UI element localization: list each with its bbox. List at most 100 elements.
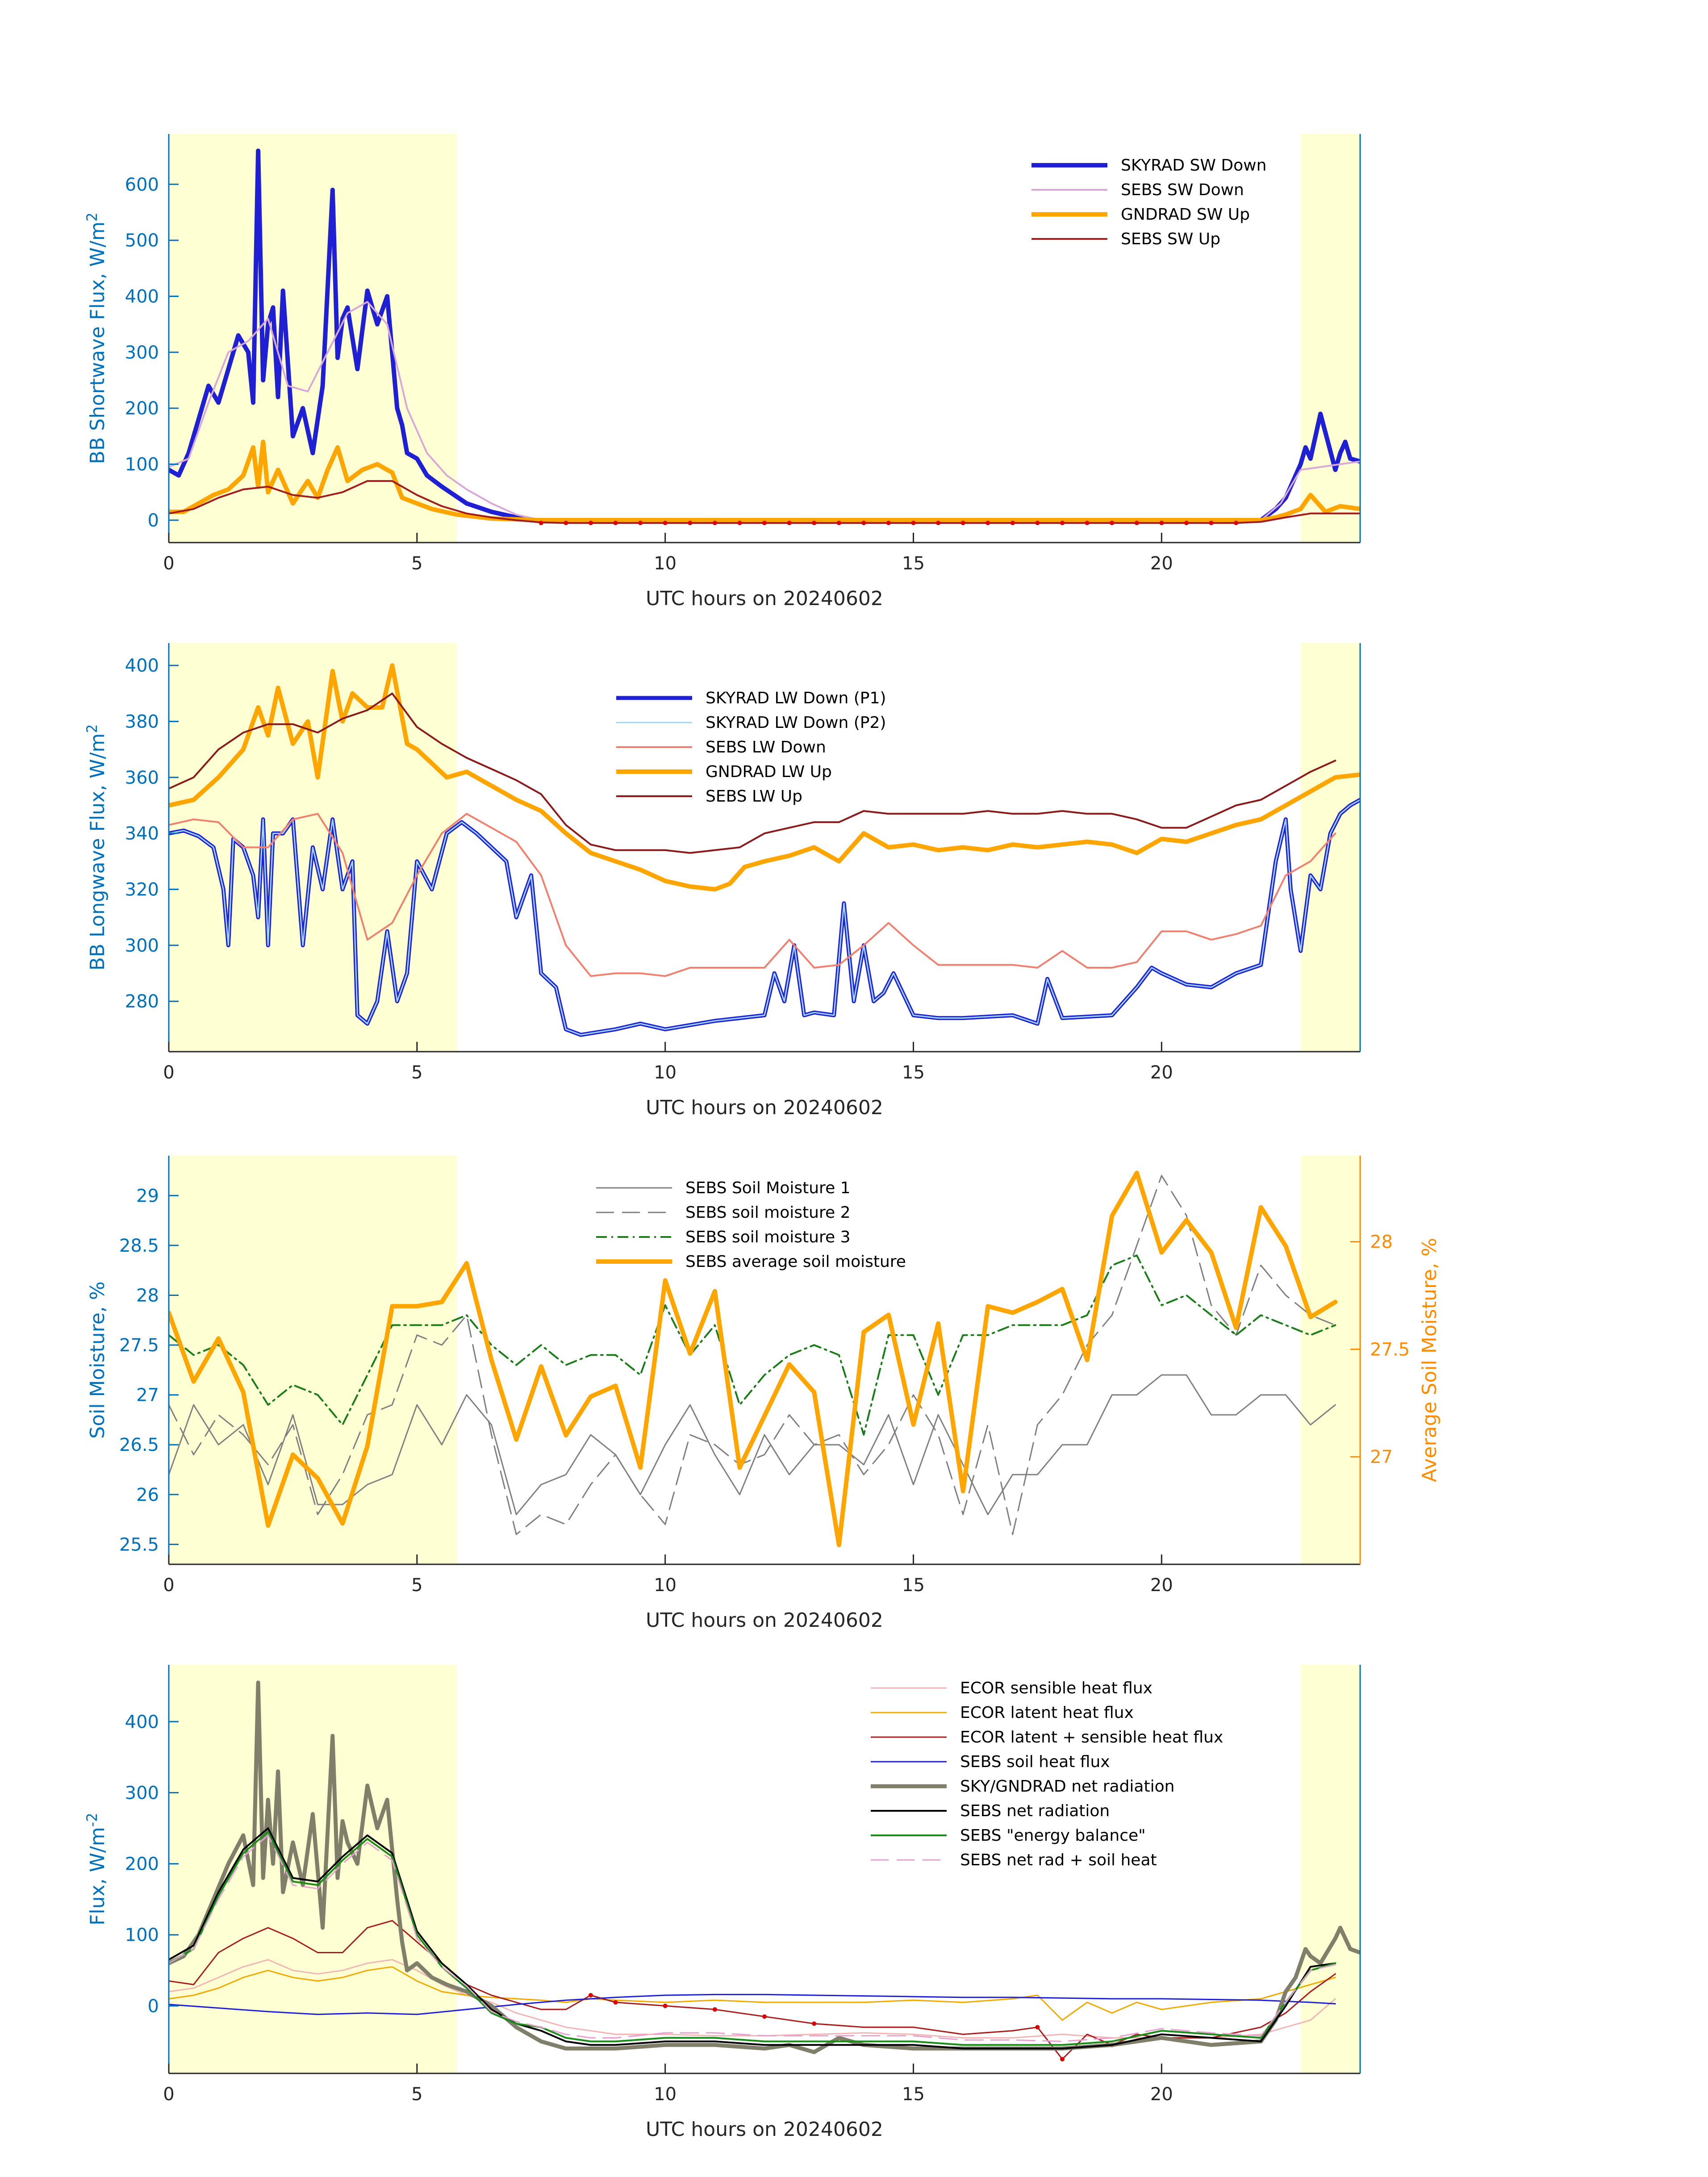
y-tick-label: 0: [148, 510, 159, 531]
x-axis-label: UTC hours on 20240602: [646, 1096, 883, 1119]
series-marker: [960, 521, 965, 526]
y-tick-label: 300: [125, 936, 159, 956]
series-marker: [861, 521, 866, 526]
series-gndrad-sw-up: [169, 439, 1360, 522]
y-tick-label: 26.5: [119, 1435, 159, 1455]
x-tick-label: 0: [163, 1575, 174, 1596]
series-marker: [1184, 521, 1189, 526]
x-tick-label: 10: [654, 553, 677, 574]
chart-soil: 0 5 10 15 20 25.5 26 26.5 27 27.5 28 28.5 29 27 27.5 28…: [86, 1156, 1441, 1632]
y-tick-label: 400: [125, 656, 159, 676]
legend: SKYRAD LW Down (P1) SKYRAD LW Down (P2) SE…: [616, 689, 886, 806]
series-marker: [762, 521, 767, 526]
legend: SKYRAD SW Down SEBS SW Down GNDRAD SW Up SE…: [1031, 156, 1266, 248]
series-marker: [712, 2007, 717, 2012]
series-sebs-soil-moisture-1: [169, 1374, 1336, 1515]
legend-label: SEBS net radiation: [960, 1802, 1110, 1820]
y-axis-label: BB Shortwave Flux, W/m2: [84, 213, 109, 464]
series-marker: [1159, 521, 1164, 526]
series-marker: [638, 521, 643, 526]
x-tick-label: 15: [902, 1062, 925, 1083]
legend-label: ECOR latent heat flux: [960, 1704, 1134, 1722]
series-marker: [886, 521, 891, 526]
series-skyrad-lw-down-p2: [169, 799, 1360, 1036]
series-sebs-average-soil-moisture: [169, 1170, 1338, 1547]
y-tick-label: 500: [125, 230, 159, 251]
y-tick-label: 280: [125, 991, 159, 1012]
series-group: [169, 1170, 1338, 1547]
x-tick-label: 20: [1150, 1575, 1173, 1596]
y-tick-label: 0: [148, 1996, 159, 2017]
series-group: [169, 148, 1360, 526]
y-tick-label: 320: [125, 880, 159, 900]
series-marker: [613, 2000, 618, 2005]
y-tick-label: 200: [125, 398, 159, 419]
legend-label: SEBS soil moisture 2: [685, 1203, 850, 1222]
y-tick-label: 600: [125, 175, 159, 195]
series-marker: [836, 521, 841, 526]
y-tick-label: 400: [125, 1712, 159, 1732]
y-tick-label: 25.5: [119, 1534, 159, 1555]
series-marker: [737, 521, 742, 526]
series-marker: [712, 521, 717, 526]
series-marker: [1209, 521, 1214, 526]
series-sebs-net-radiation: [169, 1827, 1336, 2050]
night-shade-1: [1300, 643, 1360, 1052]
series-marker: [688, 521, 693, 526]
legend-label: GNDRAD LW Up: [706, 763, 832, 781]
y-right-tick-label: 27.5: [1370, 1339, 1410, 1360]
y-tick-label: 360: [125, 768, 159, 788]
x-tick-label: 0: [163, 553, 174, 574]
y-axis-label: BB Longwave Flux, W/m2: [84, 724, 109, 971]
legend-label: ECOR latent + sensible heat flux: [960, 1728, 1223, 1747]
legend-label: SEBS SW Up: [1121, 230, 1220, 248]
series-marker: [1234, 521, 1239, 526]
series-marker: [1085, 521, 1090, 526]
series-marker: [613, 521, 618, 526]
x-tick-label: 15: [902, 1575, 925, 1596]
series-marker: [1134, 521, 1139, 526]
series-sebs-lw-up: [169, 692, 1336, 854]
y-right-tick-label: 28: [1370, 1232, 1393, 1253]
legend-label: SEBS net rad + soil heat: [960, 1851, 1157, 1869]
series-group: [169, 1680, 1360, 2062]
series-marker: [1035, 521, 1040, 526]
series-marker: [663, 521, 668, 526]
legend-label: GNDRAD SW Up: [1121, 205, 1250, 224]
legend-label: SEBS SW Down: [1121, 181, 1244, 199]
series-marker: [1060, 2057, 1065, 2062]
y-right-tick-label: 27: [1370, 1447, 1393, 1467]
y-tick-label: 27: [136, 1385, 159, 1406]
series-marker: [812, 2021, 817, 2026]
y-tick-label: 200: [125, 1854, 159, 1875]
series-sebs-soil-moisture-2: [169, 1175, 1336, 1535]
series-sebs-soil-heat-flux: [169, 1993, 1336, 2015]
x-tick-label: 15: [902, 2084, 925, 2105]
series-sebs-net-rad-soil-heat: [169, 1834, 1336, 2042]
x-tick-label: 5: [411, 1575, 422, 1596]
series-group: [169, 663, 1360, 1037]
y-tick-label: 100: [125, 1925, 159, 1946]
series-marker: [539, 521, 543, 526]
series-marker: [986, 521, 990, 526]
legend-label: SEBS LW Down: [706, 738, 826, 756]
series-marker: [588, 1993, 593, 1997]
x-axis-label: UTC hours on 20240602: [646, 587, 883, 610]
night-shade-1: [1300, 1665, 1360, 2073]
y-tick-label: 27.5: [119, 1335, 159, 1356]
x-tick-label: 5: [411, 1062, 422, 1083]
series-marker: [762, 2014, 767, 2019]
night-shade-0: [169, 134, 457, 543]
legend-label: SKYRAD LW Down (P2): [706, 714, 886, 732]
x-tick-label: 0: [163, 1062, 174, 1083]
series-marker: [1035, 2025, 1040, 2030]
chart-lw: 0 5 10 15 20 280 300 320 340 360 380 400 UTC hours o…: [84, 643, 1361, 1119]
legend-label: SKY/GNDRAD net radiation: [960, 1777, 1174, 1796]
night-shade-1: [1300, 1156, 1360, 1564]
series-ecor-latent-heat-flux: [169, 1966, 1336, 2021]
x-tick-label: 20: [1150, 553, 1173, 574]
series-gndrad-lw-up: [169, 663, 1360, 892]
